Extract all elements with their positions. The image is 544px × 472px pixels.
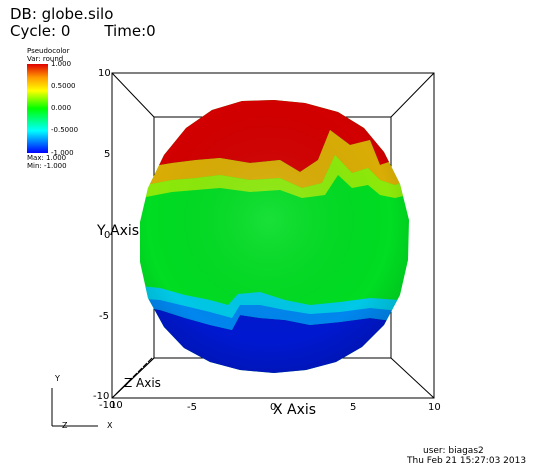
y-tick-label: 0 xyxy=(104,230,111,241)
legend-tick-label: 0.000 xyxy=(51,104,72,112)
globe-surface xyxy=(140,100,409,373)
orientation-triad xyxy=(51,388,98,427)
database-label: DB: globe.silo xyxy=(10,5,114,23)
x-axis-title: X Axis xyxy=(273,402,317,418)
y-tick-label: -10 xyxy=(93,391,110,402)
legend-max-label: Max: 1.000 xyxy=(27,154,67,162)
legend-tick-label: -0.5000 xyxy=(51,126,79,134)
x-tick-label: -10 xyxy=(99,400,116,411)
legend-var-label: Var: round xyxy=(27,55,64,63)
x-tick-label: 0 xyxy=(270,402,277,413)
cycle-time-label: Cycle: 0 Time:0 xyxy=(10,22,156,40)
triad-y-label: Y xyxy=(55,374,60,383)
bounding-box-edge xyxy=(390,72,435,118)
legend-title: Pseudocolor Var: round xyxy=(27,47,69,63)
triad-x-label: X xyxy=(107,421,113,430)
y-tick-label: 5 xyxy=(104,149,111,160)
y-tick-label: -5 xyxy=(99,311,109,322)
y-axis-title: Y Axis xyxy=(97,223,140,239)
y-tick-label: 10 xyxy=(98,68,111,79)
bounding-box-edge xyxy=(111,72,155,118)
triad-z-label: Z xyxy=(62,421,68,430)
legend-tick-label: -1.000 xyxy=(51,149,74,157)
bounding-box-edge xyxy=(390,357,435,399)
z-axis-title: Z Axis xyxy=(124,376,161,390)
x-tick-label: -5 xyxy=(187,402,197,413)
cycle-label: Cycle: 0 xyxy=(10,22,71,40)
legend-color-bar xyxy=(27,64,48,153)
user-label: user: biagas2 xyxy=(423,446,484,456)
x-tick-label: 10 xyxy=(428,402,441,413)
x-tick-label: 5 xyxy=(350,402,357,413)
time-label: Time:0 xyxy=(104,22,156,40)
legend-tick-label: 1.000 xyxy=(51,60,72,68)
legend-plot-type: Pseudocolor xyxy=(27,47,70,55)
legend-min-label: Min: -1.000 xyxy=(27,162,67,170)
legend-tick-label: 0.5000 xyxy=(51,82,76,90)
z-tick-label: 10 xyxy=(110,400,123,411)
bounding-box-outer xyxy=(111,72,435,399)
z-axis-ticks xyxy=(111,357,155,399)
date-label: Thu Feb 21 15:27:03 2013 xyxy=(407,456,527,466)
